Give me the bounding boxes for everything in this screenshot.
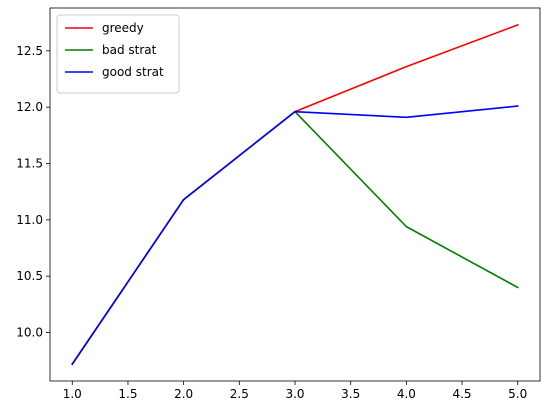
series-line-good-strat: [71, 105, 519, 366]
legend-box: [56, 14, 180, 94]
x-tick-label: 4.0: [397, 387, 416, 401]
x-tick-label: 1.5: [118, 387, 137, 401]
y-tick-label: 10.0: [16, 326, 43, 340]
x-tick-label: 3.0: [285, 387, 304, 401]
y-tick-label: 11.5: [16, 157, 43, 171]
x-tick-label: 4.5: [452, 387, 471, 401]
y-axis: 10.0 10.5 11.0 11.5 12.0 12.5: [16, 44, 50, 340]
x-tick-label: 1.0: [63, 387, 82, 401]
y-tick-label: 12.0: [16, 100, 43, 114]
legend-label: good strat: [102, 65, 164, 79]
x-tick-label: 2.0: [174, 387, 193, 401]
series-line-bad-strat: [71, 110, 519, 366]
x-tick-label: 5.0: [508, 387, 527, 401]
legend-label: bad strat: [102, 43, 157, 57]
y-tick-label: 11.0: [16, 213, 43, 227]
x-tick-label: 3.5: [341, 387, 360, 401]
x-axis: 1.0 1.5 2.0 2.5 3.0 3.5 4.0 4.5 5.0: [63, 381, 527, 401]
legend: greedy bad strat good strat: [56, 14, 180, 94]
legend-label: greedy: [102, 21, 144, 35]
x-tick-label: 2.5: [230, 387, 249, 401]
y-tick-label: 10.5: [16, 269, 43, 283]
series-layer: [71, 23, 519, 366]
y-tick-label: 12.5: [16, 44, 43, 58]
